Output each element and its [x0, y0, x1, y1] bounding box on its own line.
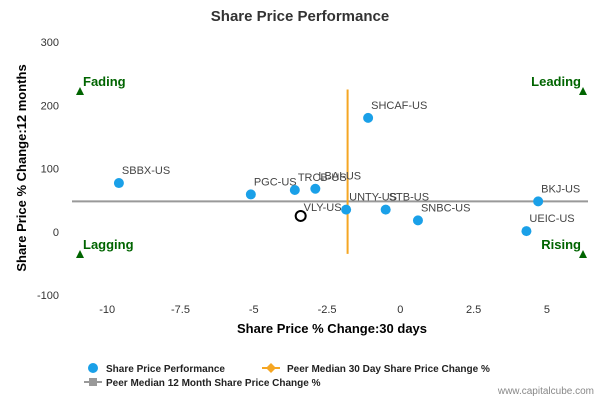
legend: Share Price Performance Peer Median 30 Da…	[84, 363, 490, 389]
x-axis-title: Share Price % Change:30 days	[237, 321, 427, 336]
scatter-point-marker[interactable]	[380, 204, 391, 215]
quadrant-label-lagging: Lagging	[83, 237, 134, 252]
x-tick-label: -5	[249, 304, 259, 316]
scatter-point[interactable]: STB-US	[380, 192, 429, 215]
quadrant-label-fading: Fading	[83, 74, 126, 89]
quadrant-marker-top-left	[76, 87, 84, 95]
x-tick-label: -2.5	[318, 304, 337, 316]
scatter-point[interactable]: SNBC-US	[412, 202, 471, 226]
y-axis-title: Share Price % Change:12 months	[14, 64, 29, 271]
scatter-point-marker[interactable]	[363, 112, 374, 123]
scatter-point[interactable]: SBBX-US	[113, 165, 170, 189]
scatter-point-label: UNTY-US	[349, 192, 397, 204]
highlight-point-marker[interactable]	[294, 209, 307, 222]
scatter-point-label: SNBC-US	[421, 202, 471, 214]
scatter-point-marker[interactable]	[289, 185, 300, 196]
legend-marker-circle	[88, 363, 98, 373]
plot-area: -10 -7.5 -5 -2.5 0 2.5 5 -100 0 100 200 300	[37, 37, 550, 316]
scatter-point[interactable]: SHCAF-US	[363, 100, 427, 123]
scatter-point[interactable]: TRCB-US	[289, 172, 347, 196]
scatter-point-marker[interactable]	[521, 226, 532, 237]
x-tick-label: 5	[544, 304, 550, 316]
legend-label: Peer Median 30 Day Share Price Change %	[287, 364, 490, 375]
footer-credit: www.capitalcube.com	[497, 386, 594, 397]
y-tick-label: 100	[41, 164, 59, 176]
x-tick-label: -10	[99, 304, 115, 316]
scatter-point[interactable]: PGC-US	[245, 176, 297, 200]
scatter-point-label: SHCAF-US	[371, 100, 427, 112]
quadrant-label-rising: Rising	[541, 237, 581, 252]
quadrant-marker-bottom-left	[76, 250, 84, 258]
legend-item-peer-12-month[interactable]: Peer Median 12 Month Share Price Change …	[84, 378, 321, 389]
legend-marker-square	[89, 378, 97, 386]
x-tick-label: 0	[397, 304, 403, 316]
scatter-point[interactable]: BKJ-US	[533, 183, 580, 207]
chart-title: Share Price Performance	[211, 8, 389, 25]
x-tick-label: 2.5	[466, 304, 481, 316]
scatter-point-label: BKJ-US	[541, 183, 580, 195]
scatter-point-marker[interactable]	[341, 204, 352, 215]
highlight-point[interactable]: VLY-US	[294, 202, 342, 222]
scatter-point-marker[interactable]	[412, 215, 423, 226]
y-tick-label: 300	[41, 37, 59, 49]
quadrant-label-leading: Leading	[531, 74, 581, 89]
scatter-point[interactable]: UNTY-US	[341, 192, 397, 215]
quadrant-marker-bottom-right	[579, 250, 587, 258]
scatter-point-label: STB-US	[389, 192, 429, 204]
scatter-point[interactable]: UEIC-US	[521, 213, 575, 237]
x-tick-label: -7.5	[171, 304, 190, 316]
legend-label: Peer Median 12 Month Share Price Change …	[106, 378, 321, 389]
scatter-point-marker[interactable]	[113, 178, 124, 189]
scatter-point-label: PGC-US	[254, 176, 297, 188]
peer-median-lines	[72, 89, 588, 254]
scatter-point-marker[interactable]	[245, 189, 256, 200]
highlight-point-label: VLY-US	[304, 202, 342, 214]
scatter-point[interactable]: LBAI-US	[310, 171, 361, 194]
scatter-point-marker[interactable]	[310, 183, 321, 194]
y-tick-label: 200	[41, 100, 59, 112]
legend-item-share-price[interactable]: Share Price Performance	[88, 363, 225, 375]
quadrant-marker-top-right	[579, 87, 587, 95]
scatter-point-label: LBAI-US	[318, 171, 361, 183]
quadrant-labels: Fading Leading Lagging Rising	[76, 74, 587, 258]
legend-marker-diamond	[266, 363, 276, 373]
y-tick-label: 0	[53, 227, 59, 239]
scatter-point-marker[interactable]	[533, 196, 544, 207]
y-tick-label: -100	[37, 290, 59, 302]
scatter-point-label: TRCB-US	[298, 172, 347, 184]
legend-label: Share Price Performance	[106, 364, 225, 375]
scatter-point-label: UEIC-US	[529, 213, 574, 225]
scatter-point-label: SBBX-US	[122, 165, 170, 177]
legend-item-peer-30-day[interactable]: Peer Median 30 Day Share Price Change %	[262, 363, 490, 375]
